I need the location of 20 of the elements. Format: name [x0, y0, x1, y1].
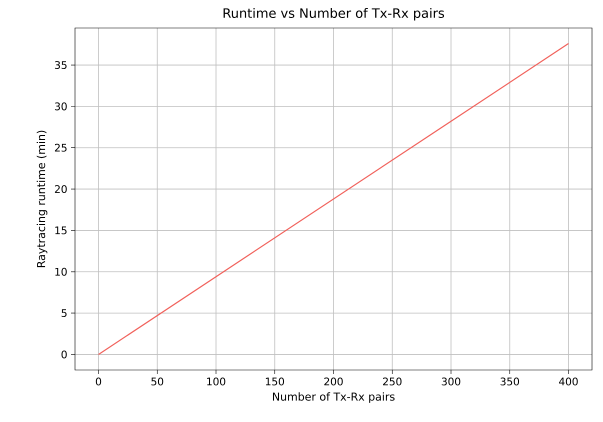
y-tick-label: 0 [62, 350, 67, 358]
x-tick-label: 50 [151, 378, 164, 386]
x-tick-label: 0 [96, 378, 102, 386]
y-tick-label: 5 [62, 309, 67, 317]
y-tick-label: 30 [54, 102, 67, 110]
y-tick-label: 15 [55, 226, 67, 234]
chart-title: Runtime vs Number of Tx-Rx pairs [224, 8, 444, 20]
x-tick-label: 200 [324, 378, 343, 386]
x-tick-label: 300 [442, 378, 460, 386]
x-tick-label: 250 [383, 378, 402, 386]
y-tick-label: 20 [54, 185, 67, 194]
y-tick-label: 35 [54, 61, 67, 69]
y-tick-label: 10 [55, 268, 67, 276]
x-axis-title: Number of Tx-Rx pairs [272, 392, 395, 403]
x-tick-label: 350 [500, 378, 520, 386]
x-tick-label: 100 [207, 378, 226, 386]
x-tick-label: 150 [266, 378, 284, 386]
y-axis-title: Raytracing runtime (min) [36, 130, 48, 268]
x-tick-label: 400 [559, 378, 578, 386]
y-tick-label: 25 [54, 144, 67, 152]
